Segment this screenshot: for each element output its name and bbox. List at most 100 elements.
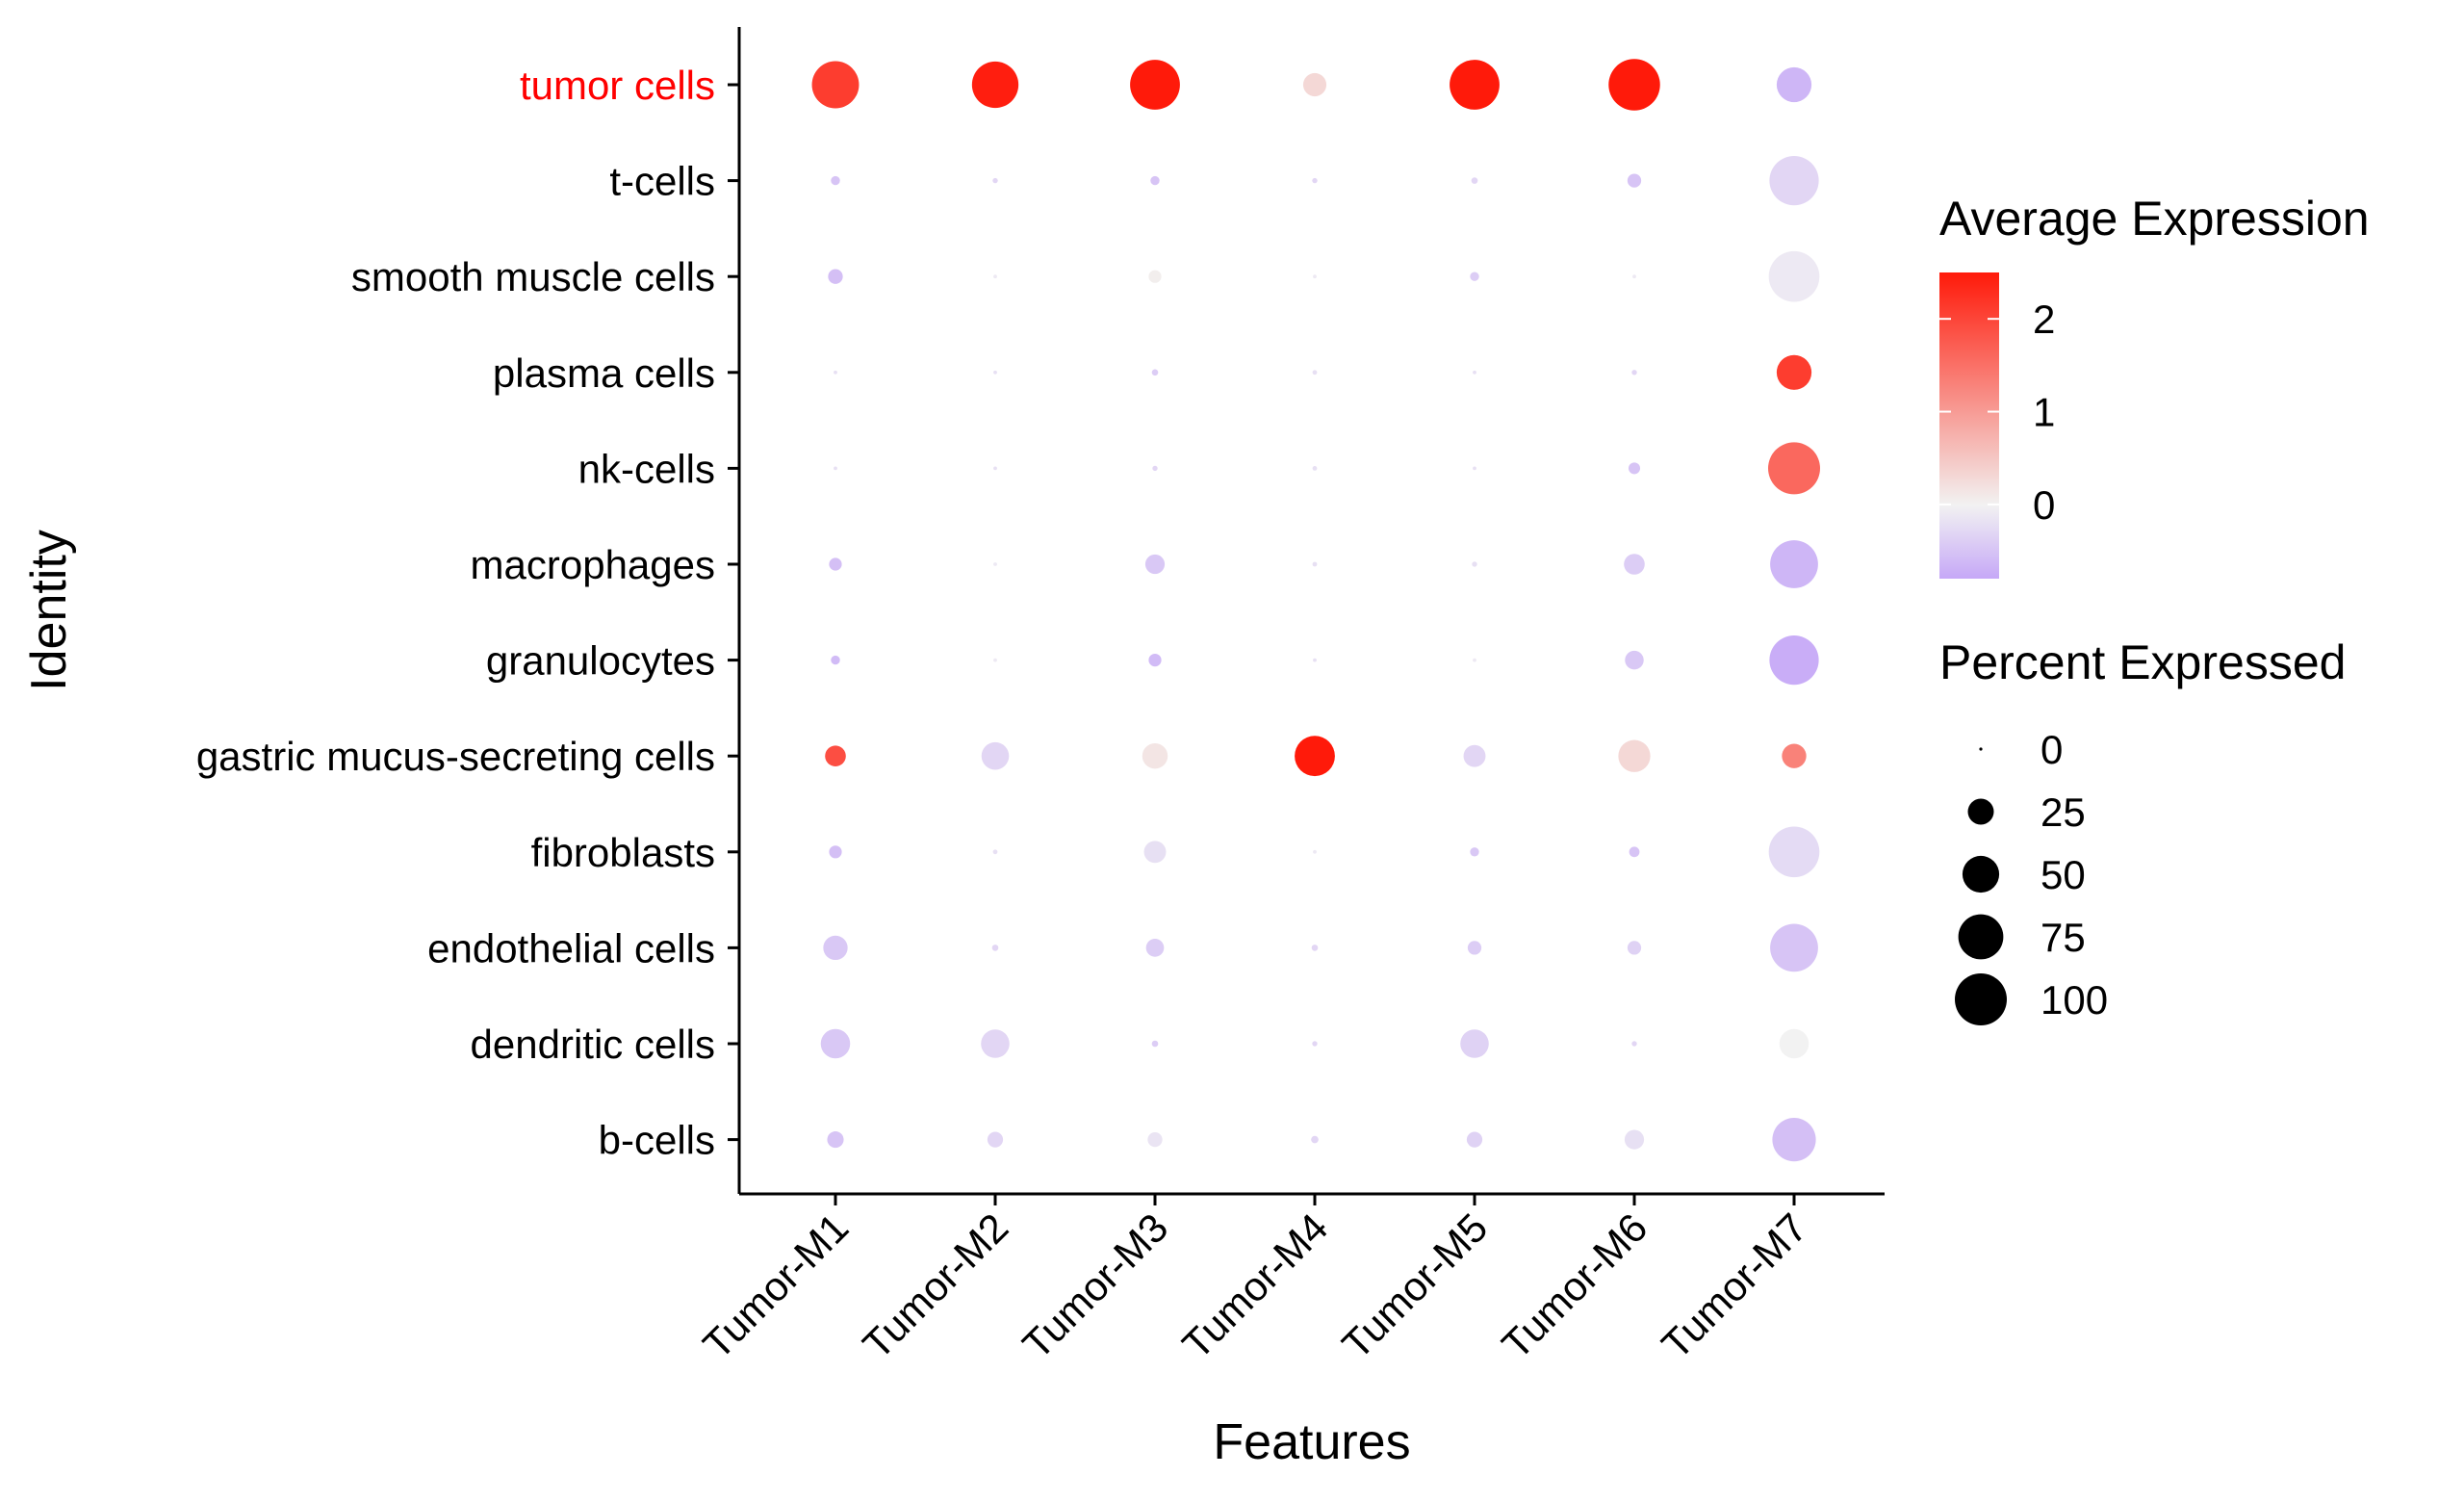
dot [981, 741, 1010, 770]
x-tick-label: Tumor-M2 [854, 1204, 1016, 1367]
size-legend-label: 100 [2040, 977, 2108, 1023]
y-tick-label: b-cells [599, 1118, 715, 1163]
x-tick-label: Tumor-M6 [1493, 1204, 1656, 1367]
y-tick-label: tumor cells [520, 63, 715, 108]
dot [1472, 561, 1477, 567]
dot [1628, 462, 1641, 475]
size-legend-label: 50 [2040, 852, 2086, 897]
size-legend-dot [1967, 798, 1994, 825]
dot [1460, 1029, 1489, 1058]
dot [1782, 743, 1807, 768]
dot [834, 370, 837, 375]
colorbar-ticks: 2 1 0 [1939, 297, 2055, 528]
x-axis-tick-labels: Tumor-M1Tumor-M2Tumor-M3Tumor-M4Tumor-M5… [694, 1204, 1815, 1367]
dot [1768, 442, 1820, 495]
size-legend: Percent Expressed 0 25 50 75 100 [1939, 635, 2346, 1025]
dot [1608, 59, 1660, 111]
size-legend-label: 0 [2040, 727, 2063, 772]
dot [1624, 554, 1645, 575]
y-axis-tick-labels: tumor cells t-cells smooth muscle cells pla… [196, 63, 715, 1163]
dot [1466, 1131, 1483, 1148]
dot [1313, 274, 1317, 279]
dot-marks [811, 59, 1820, 1162]
dot [831, 175, 840, 186]
dot [1150, 175, 1160, 186]
dot [1631, 1041, 1637, 1047]
dot [829, 845, 842, 859]
dot [992, 849, 998, 855]
dot [1151, 369, 1159, 376]
dot [992, 177, 998, 184]
dot [1768, 826, 1820, 878]
dot [981, 1029, 1010, 1058]
dot [1313, 658, 1317, 662]
dot [1312, 370, 1318, 376]
dot [1152, 465, 1158, 472]
dot [1148, 653, 1162, 667]
dot [1779, 1028, 1810, 1059]
dot [993, 466, 997, 471]
x-tick-label: Tumor-M4 [1173, 1204, 1336, 1367]
y-tick-label: endothelial cells [427, 925, 715, 971]
size-legend-dot [1979, 747, 1983, 751]
dot [1473, 658, 1476, 662]
dot [1632, 274, 1636, 279]
dot [993, 274, 997, 279]
dot [827, 1131, 844, 1149]
x-tick-label: Tumor-M5 [1333, 1204, 1496, 1367]
dot [1471, 177, 1478, 184]
dot [1473, 370, 1476, 375]
dot [1776, 354, 1812, 390]
dot [1768, 250, 1820, 302]
y-axis-title: Identity [21, 530, 77, 691]
dot [1470, 847, 1479, 857]
dot [1145, 939, 1165, 957]
dot [993, 562, 997, 566]
size-legend-dot [1955, 973, 2007, 1025]
x-axis-ticks [834, 1194, 1796, 1205]
y-tick-label: smooth muscle cells [351, 254, 715, 299]
dot [1467, 941, 1482, 955]
size-legend-dot [1962, 855, 2000, 893]
dot [1312, 1041, 1318, 1047]
dot [1148, 270, 1162, 283]
dot [825, 745, 846, 766]
x-tick-label: Tumor-M7 [1653, 1204, 1815, 1367]
x-tick-label: Tumor-M1 [694, 1204, 857, 1367]
dot [1625, 650, 1644, 670]
dot [1147, 1131, 1163, 1148]
dot [1770, 923, 1818, 972]
color-legend-title: Average Expression [1939, 192, 2370, 246]
dot [820, 1028, 851, 1059]
dot [1631, 370, 1637, 376]
dot [831, 655, 840, 665]
dot [1295, 736, 1335, 777]
dot [987, 1131, 1004, 1148]
dot [1769, 634, 1819, 686]
dot [1627, 173, 1642, 188]
dot [1772, 1118, 1816, 1162]
dot [1313, 849, 1317, 854]
size-legend-dot [1958, 914, 2004, 960]
y-tick-label: plasma cells [493, 350, 715, 396]
dot [1473, 466, 1476, 471]
dot [1130, 60, 1180, 110]
size-legend-title: Percent Expressed [1939, 635, 2346, 689]
size-legend-label: 25 [2040, 790, 2086, 835]
y-tick-label: dendritic cells [471, 1022, 715, 1067]
y-axis-ticks [728, 83, 739, 1142]
dot [1769, 155, 1819, 206]
dot [1618, 739, 1651, 772]
dot [1302, 72, 1327, 97]
colorbar-tick-label: 0 [2033, 482, 2055, 528]
y-tick-label: fibroblasts [531, 830, 715, 875]
dot [993, 658, 997, 662]
dot [1312, 465, 1318, 471]
colorbar [1939, 272, 1999, 579]
dot [1770, 540, 1818, 588]
y-tick-label: gastric mucus-secreting cells [196, 734, 715, 779]
dot [971, 61, 1019, 109]
y-tick-label: nk-cells [578, 446, 715, 491]
dot [1624, 1129, 1645, 1150]
